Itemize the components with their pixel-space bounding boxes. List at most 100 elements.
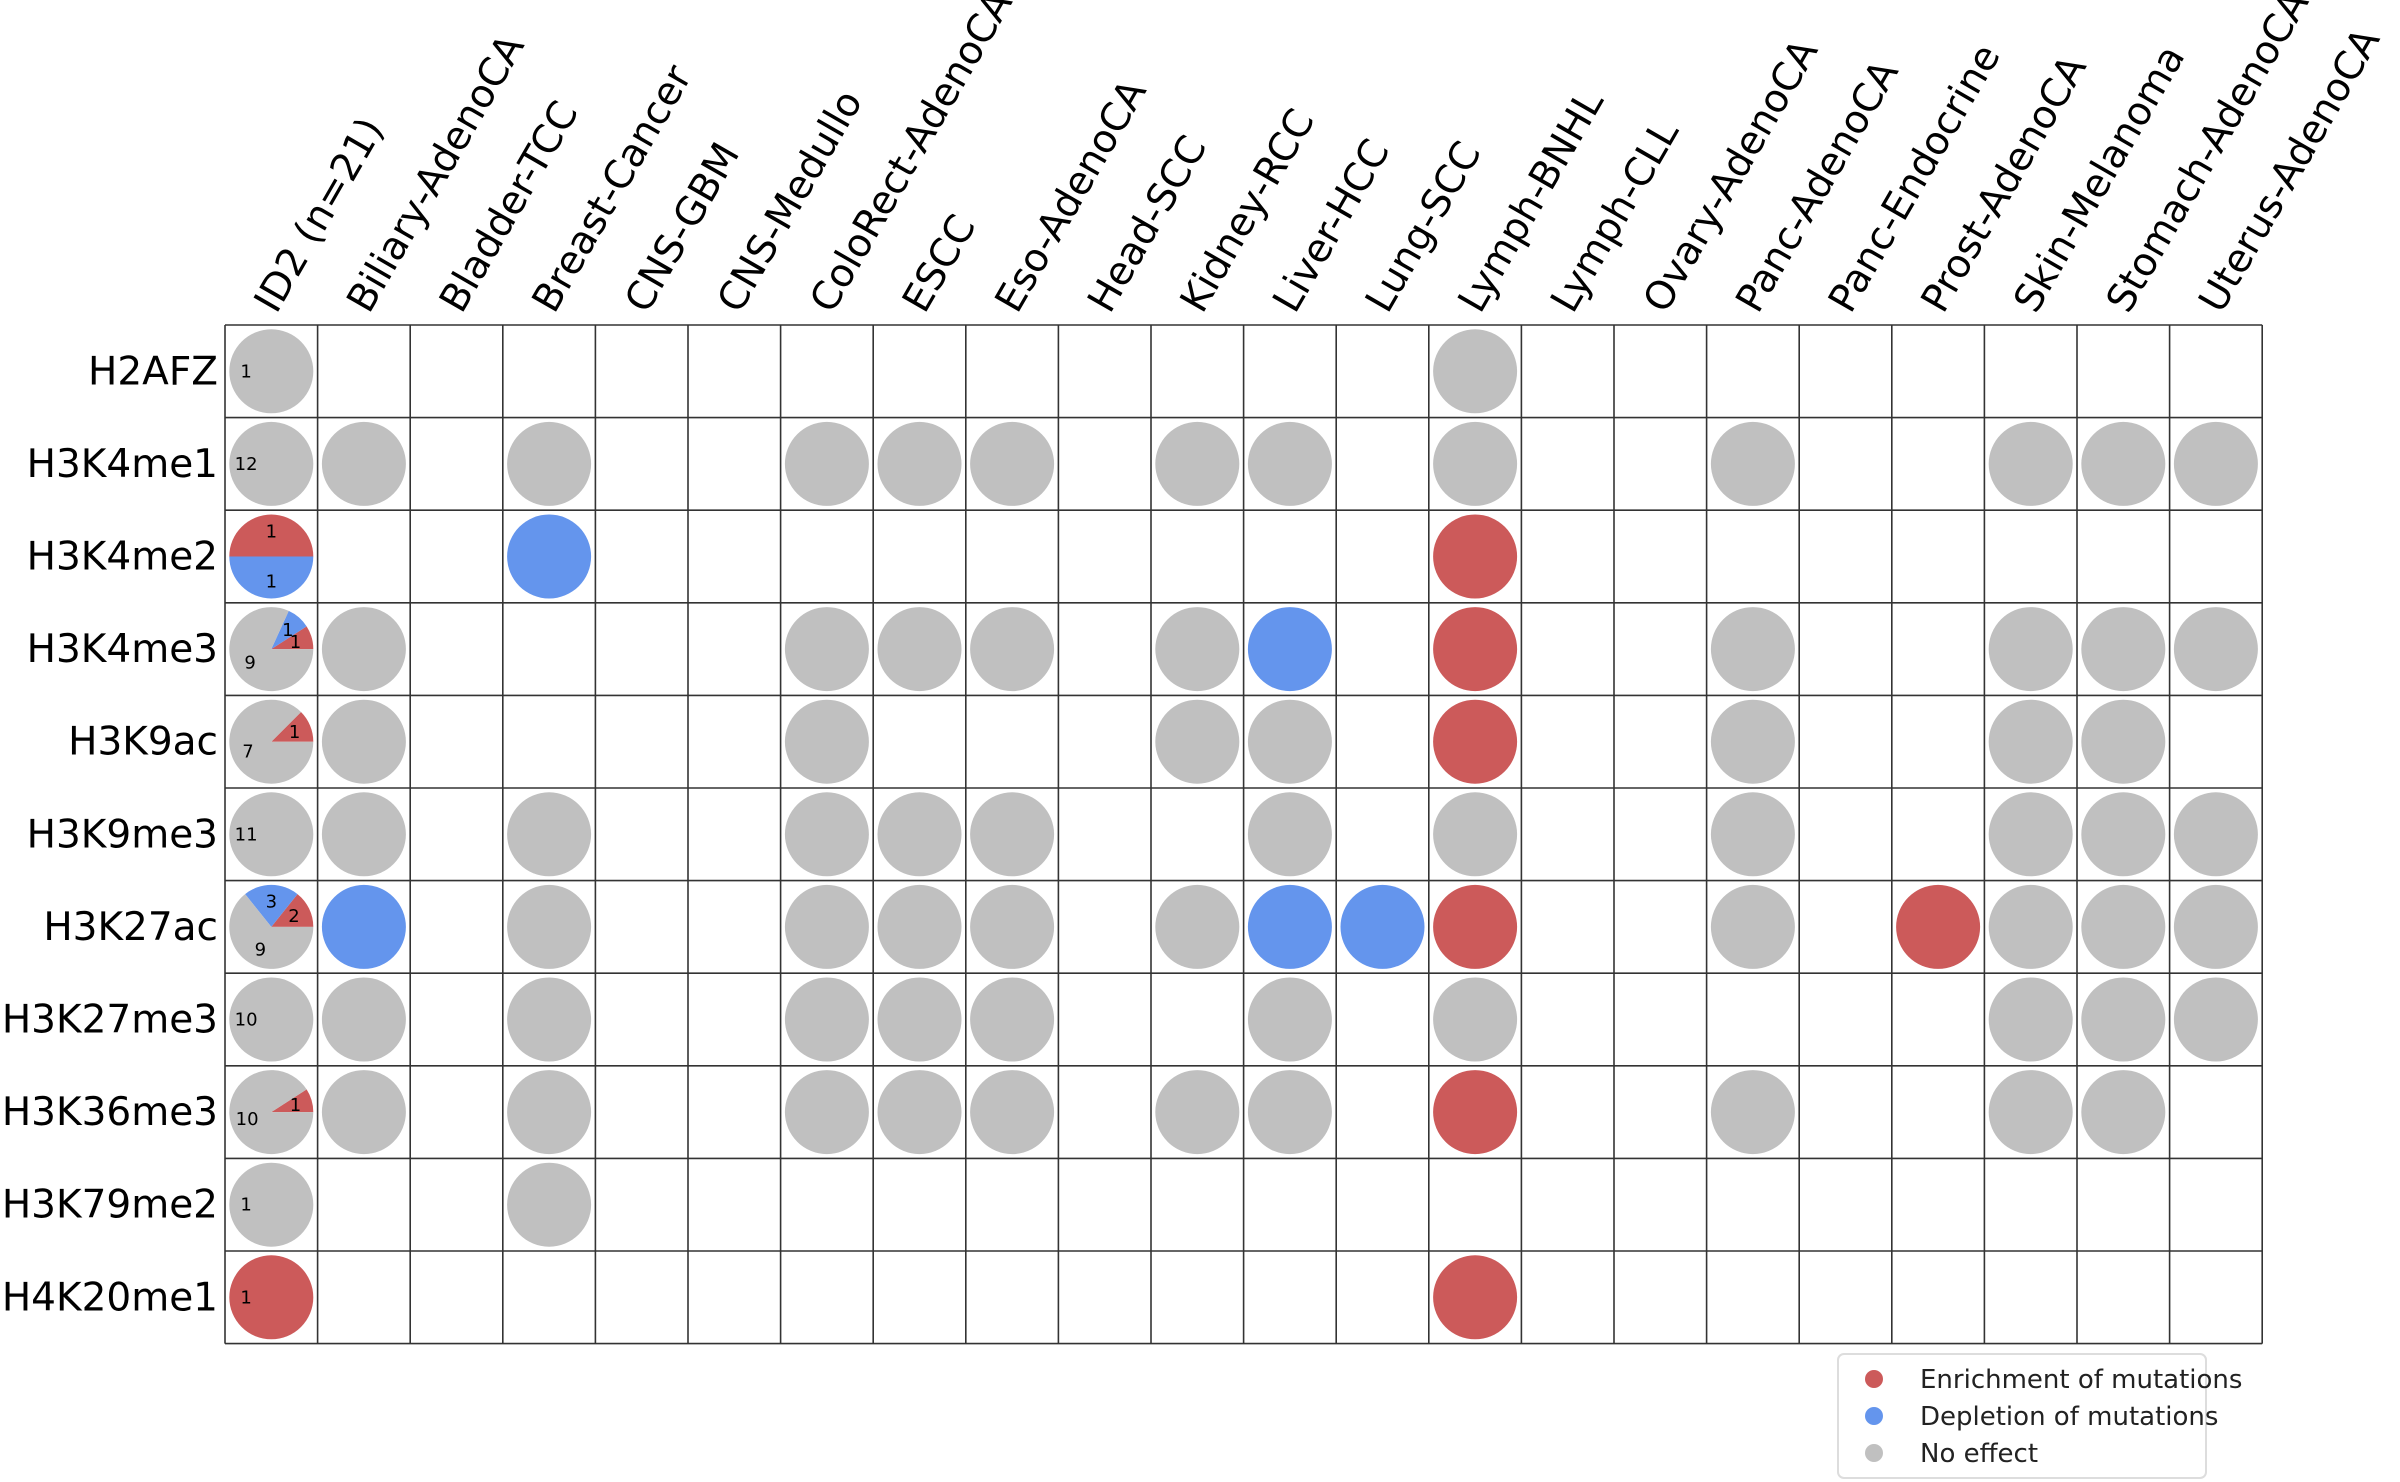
dot-h3k9ac-panc-adenoca-none <box>1710 699 1795 784</box>
dot-h3k9me3-lymph-bnhl-none <box>1433 792 1518 877</box>
pie-label-h3k36me3-enrichment: 1 <box>290 1095 301 1116</box>
legend-label-no-effect: No effect <box>1920 1439 2038 1469</box>
dot-h3k36me3-stomach-adenoca-none <box>2081 1070 2166 1155</box>
row-label-h3k27me3: H3K27me3 <box>2 998 218 1043</box>
dot-h3k27ac-uterus-adenoca-none <box>2173 884 2258 969</box>
dot-h3k4me1-panc-adenoca-none <box>1710 421 1795 506</box>
pie-slice-h3k4me1-none <box>229 421 314 506</box>
dot-h3k4me1-liver-hcc-none <box>1247 421 1332 506</box>
dot-h4k20me1-lymph-bnhl-enrichment <box>1433 1255 1518 1340</box>
legend-label-depletion: Depletion of mutations <box>1920 1402 2218 1432</box>
row-label-h3k4me1: H3K4me1 <box>27 442 218 487</box>
row-label-h3k9me3: H3K9me3 <box>27 812 218 857</box>
dot-h3k4me1-colorect-adenoca-none <box>784 421 869 506</box>
dot-h3k9me3-biliary-adenoca-none <box>321 792 406 877</box>
pie-label-h3k27ac-none: 9 <box>255 940 266 961</box>
row-labels: H2AFZ H3K4me1 H3K4me2 H3K4me3 H3K9ac H3K9me3 H… <box>2 349 218 1320</box>
legend-frame <box>1837 1353 2207 1479</box>
dot-h3k4me1-breast-cancer-none <box>507 421 592 506</box>
pie-label-h3k27ac-enrichment: 2 <box>288 906 299 927</box>
dot-h3k27me3-eso-adenoca-none <box>970 977 1055 1062</box>
pie-label-h3k4me3-enrichment: 1 <box>290 632 301 653</box>
dot-h2afz-lymph-bnhl-none <box>1433 329 1518 414</box>
dot-h3k9me3-panc-adenoca-none <box>1710 792 1795 877</box>
dot-h3k4me2-lymph-bnhl-enrichment <box>1433 514 1518 599</box>
dot-h3k79me2-breast-cancer-none <box>507 1162 592 1247</box>
dot-h3k9ac-stomach-adenoca-none <box>2081 699 2166 784</box>
dot-h3k4me3-stomach-adenoca-none <box>2081 607 2166 692</box>
dot-h3k27ac-liver-hcc-depletion <box>1247 884 1332 969</box>
pie-label-h3k4me2-enrichment: 1 <box>266 521 277 542</box>
dot-h3k27me3-biliary-adenoca-none <box>321 977 406 1062</box>
pie-slice-h3k36me3-none <box>229 1070 314 1155</box>
legend-marker-enrichment <box>1865 1370 1883 1388</box>
dot-h3k27ac-escc-none <box>877 884 962 969</box>
dot-h3k9me3-escc-none <box>877 792 962 877</box>
row-label-h3k4me3: H3K4me3 <box>27 627 218 672</box>
pie-slice-h3k9me3-none <box>229 792 314 877</box>
dot-h3k4me1-skin-melanoma-none <box>1988 421 2073 506</box>
dot-h3k4me1-stomach-adenoca-none <box>2081 421 2166 506</box>
pie-label-h3k9ac-none: 7 <box>242 741 253 762</box>
dot-h3k4me3-uterus-adenoca-none <box>2173 607 2258 692</box>
dot-h3k4me3-skin-melanoma-none <box>1988 607 2073 692</box>
dot-h3k36me3-biliary-adenoca-none <box>321 1070 406 1155</box>
row-label-h4k20me1: H4K20me1 <box>2 1275 218 1320</box>
pie-slice-h3k9ac-none <box>229 699 314 784</box>
legend-label-enrichment: Enrichment of mutations <box>1920 1365 2242 1395</box>
dot-h3k27me3-liver-hcc-none <box>1247 977 1332 1062</box>
dot-h3k36me3-escc-none <box>877 1070 962 1155</box>
dot-h3k9me3-skin-melanoma-none <box>1988 792 2073 877</box>
pie-slice-h3k27me3-none <box>229 977 314 1062</box>
pie-label-h4k20me1-enrichment: 1 <box>240 1287 251 1308</box>
pie-slice-h4k20me1-enrichment <box>229 1255 314 1340</box>
dot-h3k4me1-escc-none <box>877 421 962 506</box>
dot-h3k9me3-eso-adenoca-none <box>970 792 1055 877</box>
dot-h3k27ac-biliary-adenoca-depletion <box>321 884 406 969</box>
dot-h3k27me3-escc-none <box>877 977 962 1062</box>
dot-h3k27me3-stomach-adenoca-none <box>2081 977 2166 1062</box>
dot-h3k4me3-biliary-adenoca-none <box>321 607 406 692</box>
dot-h3k4me1-eso-adenoca-none <box>970 421 1055 506</box>
dot-h3k36me3-panc-adenoca-none <box>1710 1070 1795 1155</box>
dot-h3k9ac-colorect-adenoca-none <box>784 699 869 784</box>
column-label-escc: ESCC <box>894 208 985 320</box>
dot-h3k4me1-kidney-rcc-none <box>1155 421 1240 506</box>
dot-h3k9me3-stomach-adenoca-none <box>2081 792 2166 877</box>
dot-h3k27ac-stomach-adenoca-none <box>2081 884 2166 969</box>
dot-h3k36me3-skin-melanoma-none <box>1988 1070 2073 1155</box>
dot-h3k4me3-lymph-bnhl-enrichment <box>1433 607 1518 692</box>
dot-h3k36me3-breast-cancer-none <box>507 1070 592 1155</box>
pie-slice-h3k36me3-enrichment <box>271 1089 314 1113</box>
dot-h3k27ac-lung-scc-depletion <box>1340 884 1425 969</box>
dot-h3k4me3-colorect-adenoca-none <box>784 607 869 692</box>
pie-label-h3k79me2-none: 1 <box>240 1195 251 1216</box>
dot-h3k27me3-uterus-adenoca-none <box>2173 977 2258 1062</box>
pie-slice-h3k27ac-none <box>229 894 314 969</box>
dot-h3k4me3-liver-hcc-depletion <box>1247 607 1332 692</box>
pie-label-h3k4me3-none: 9 <box>244 653 255 674</box>
dot-h3k27ac-breast-cancer-none <box>507 884 592 969</box>
grid <box>224 324 2263 1345</box>
dot-h3k27me3-breast-cancer-none <box>507 977 592 1062</box>
dot-h3k9ac-lymph-bnhl-enrichment <box>1433 699 1518 784</box>
row-label-h3k27ac: H3K27ac <box>43 905 218 950</box>
row-label-h3k36me3: H3K36me3 <box>2 1090 218 1135</box>
pie-label-h3k4me2-depletion: 1 <box>266 572 277 593</box>
row-label-h3k4me2: H3K4me2 <box>27 535 218 580</box>
dot-h3k36me3-colorect-adenoca-none <box>784 1070 869 1155</box>
pie-label-h3k4me3-depletion: 1 <box>282 620 293 641</box>
pie-label-h3k27ac-depletion: 3 <box>266 892 277 913</box>
dot-h3k36me3-eso-adenoca-none <box>970 1070 1055 1155</box>
dot-h3k4me3-escc-none <box>877 607 962 692</box>
dot-h3k9ac-biliary-adenoca-none <box>321 699 406 784</box>
pie-label-h2afz-none: 1 <box>240 361 251 382</box>
dot-h3k9me3-colorect-adenoca-none <box>784 792 869 877</box>
pie-slice-h3k27ac-depletion <box>245 884 298 927</box>
dot-h3k9ac-skin-melanoma-none <box>1988 699 2073 784</box>
dot-h3k27me3-skin-melanoma-none <box>1988 977 2073 1062</box>
dot-h3k27ac-prost-adenoca-enrichment <box>1896 884 1981 969</box>
dot-h3k27me3-lymph-bnhl-none <box>1433 977 1518 1062</box>
